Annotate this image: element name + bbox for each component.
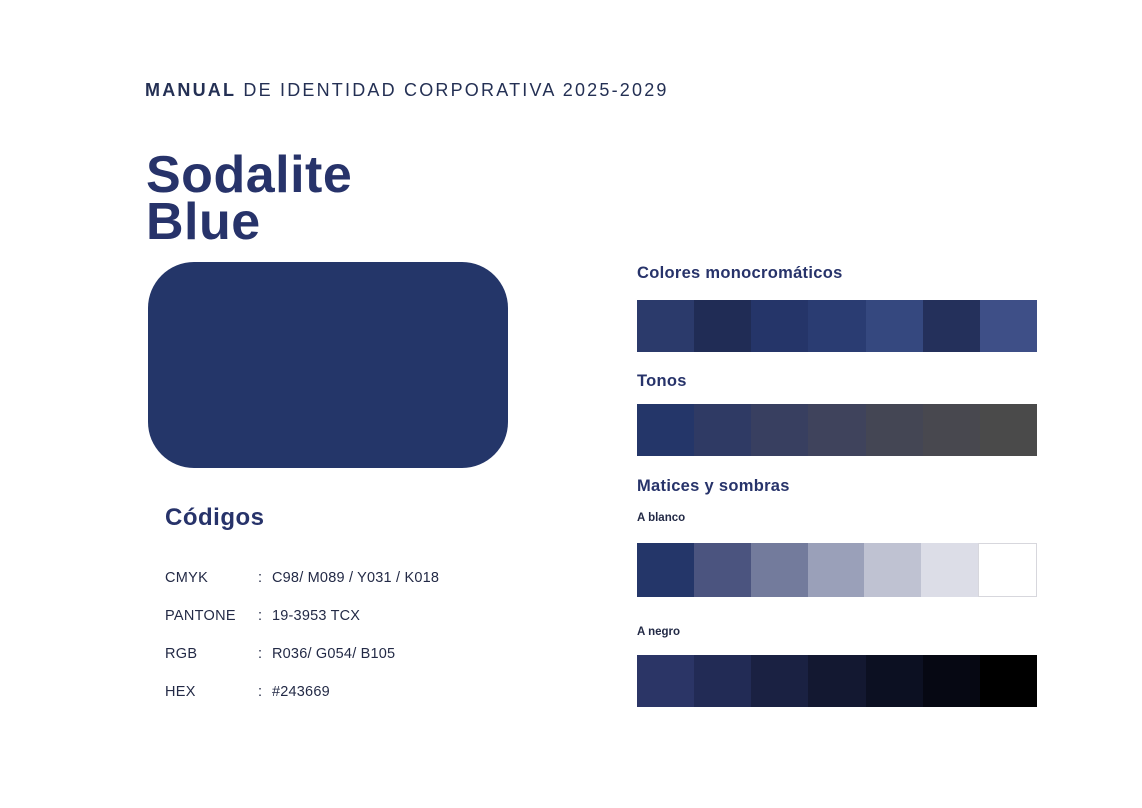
main-color-swatch — [148, 262, 508, 468]
to-black-strip — [637, 655, 1037, 707]
color-name-title: Sodalite Blue — [146, 146, 353, 251]
color-chip — [808, 300, 866, 352]
to-black-label: A negro — [637, 626, 681, 638]
header-rest-text: DE IDENTIDAD CORPORATIVA 2025-2029 — [236, 80, 669, 100]
color-chip — [922, 655, 980, 707]
color-chip — [694, 404, 752, 456]
tones-strip — [637, 404, 1037, 456]
code-separator: : — [258, 570, 263, 586]
color-chip — [808, 404, 866, 456]
monochromatic-heading: Colores monocromáticos — [637, 264, 843, 282]
code-row-cmyk: CMYK : C98/ M089 / Y031 / K018 — [165, 570, 495, 608]
code-label: HEX — [165, 684, 196, 700]
header-bold-text: MANUAL — [145, 80, 237, 100]
code-separator: : — [258, 608, 263, 624]
code-label: RGB — [165, 646, 198, 662]
color-chip — [693, 543, 751, 597]
code-label: CMYK — [165, 570, 209, 586]
color-chip — [864, 543, 922, 597]
color-chip — [922, 404, 980, 456]
color-chip — [637, 655, 695, 707]
color-chip — [637, 543, 694, 597]
to-white-label: A blanco — [637, 512, 686, 524]
code-separator: : — [258, 684, 263, 700]
code-row-hex: HEX : #243669 — [165, 684, 495, 722]
color-chip — [751, 300, 809, 352]
title-line-1: Sodalite — [146, 146, 353, 204]
tones-heading: Tonos — [637, 372, 687, 390]
color-chip — [751, 404, 809, 456]
color-codes-table: CMYK : C98/ M089 / Y031 / K018 PANTONE :… — [165, 570, 495, 722]
color-chip — [865, 655, 923, 707]
color-chip — [979, 300, 1037, 352]
color-chip — [865, 404, 923, 456]
color-chip — [637, 404, 695, 456]
code-row-rgb: RGB : R036/ G054/ B105 — [165, 646, 495, 684]
code-value: R036/ G054/ B105 — [272, 646, 396, 662]
color-chip — [808, 655, 866, 707]
monochromatic-strip — [637, 300, 1037, 352]
code-value: #243669 — [272, 684, 330, 700]
color-chip — [751, 655, 809, 707]
code-value: 19-3953 TCX — [272, 608, 361, 624]
color-chip — [922, 300, 980, 352]
color-chip — [979, 404, 1037, 456]
color-chip — [979, 655, 1037, 707]
color-chip — [807, 543, 865, 597]
color-chip — [637, 300, 695, 352]
code-value: C98/ M089 / Y031 / K018 — [272, 570, 440, 586]
tints-shades-heading: Matices y sombras — [637, 477, 790, 495]
color-chip — [921, 543, 979, 597]
codes-heading: Códigos — [165, 504, 265, 531]
color-chip — [978, 543, 1038, 597]
code-label: PANTONE — [165, 608, 236, 624]
color-chip — [750, 543, 808, 597]
title-line-2: Blue — [146, 192, 261, 251]
color-chip — [865, 300, 923, 352]
to-white-strip — [637, 543, 1038, 597]
code-row-pantone: PANTONE : 19-3953 TCX — [165, 608, 495, 646]
code-separator: : — [258, 646, 263, 662]
color-chip — [694, 655, 752, 707]
color-chip — [694, 300, 752, 352]
document-header: MANUAL DE IDENTIDAD CORPORATIVA 2025-202… — [145, 80, 669, 101]
